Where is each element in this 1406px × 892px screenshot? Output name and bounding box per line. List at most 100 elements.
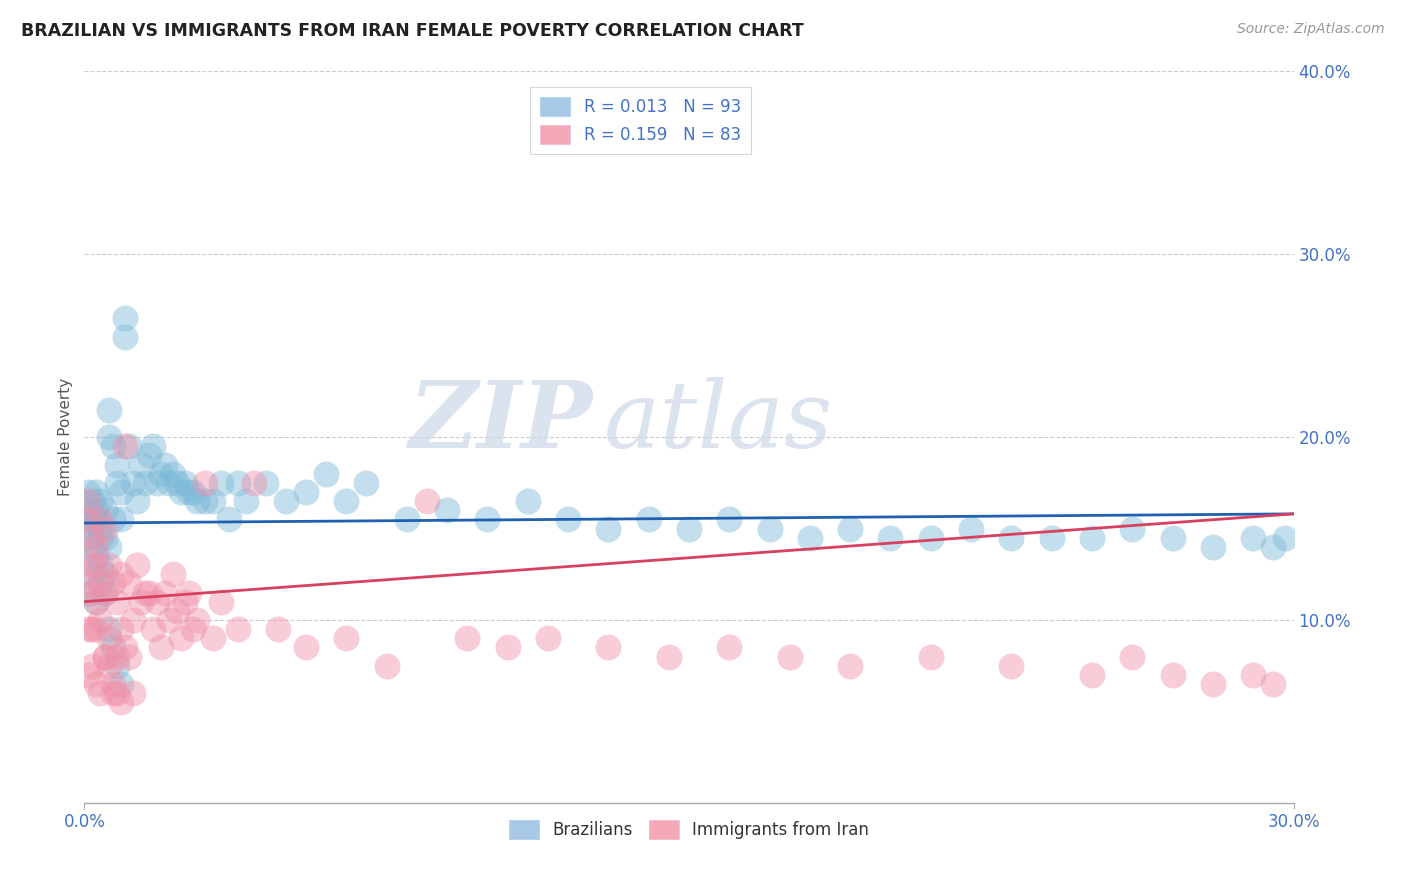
Point	[101, 576, 124, 591]
Point	[105, 658, 128, 673]
Point	[77, 531, 100, 545]
Text: atlas: atlas	[605, 377, 834, 467]
Point	[86, 540, 108, 554]
Point	[1202, 540, 1225, 554]
Point	[77, 576, 100, 591]
Point	[82, 540, 104, 554]
Point	[97, 558, 120, 573]
Point	[114, 311, 136, 326]
Point	[138, 585, 160, 599]
Point	[89, 521, 111, 535]
Point	[1081, 667, 1104, 681]
Point	[142, 439, 165, 453]
Point	[1121, 649, 1143, 664]
Point	[97, 632, 120, 646]
Point	[149, 640, 172, 655]
Point	[209, 594, 232, 608]
Point	[779, 649, 801, 664]
Point	[375, 658, 398, 673]
Point	[138, 448, 160, 462]
Point	[97, 430, 120, 444]
Point	[110, 512, 132, 526]
Point	[678, 521, 700, 535]
Point	[77, 503, 100, 517]
Point	[86, 594, 108, 608]
Point	[125, 558, 148, 573]
Text: Source: ZipAtlas.com: Source: ZipAtlas.com	[1237, 22, 1385, 37]
Point	[82, 521, 104, 535]
Point	[267, 622, 290, 636]
Point	[97, 402, 120, 417]
Point	[1000, 658, 1022, 673]
Point	[335, 632, 357, 646]
Point	[1263, 540, 1285, 554]
Point	[146, 594, 169, 608]
Point	[598, 640, 620, 655]
Point	[93, 531, 115, 545]
Point	[202, 632, 225, 646]
Point	[758, 521, 780, 535]
Point	[174, 475, 197, 490]
Point	[658, 649, 681, 664]
Point	[181, 485, 204, 500]
Point	[86, 512, 108, 526]
Point	[335, 494, 357, 508]
Point	[1241, 531, 1264, 545]
Point	[162, 567, 184, 582]
Point	[89, 512, 111, 526]
Point	[97, 622, 120, 636]
Point	[170, 632, 193, 646]
Point	[1161, 531, 1184, 545]
Point	[879, 531, 901, 545]
Point	[101, 512, 124, 526]
Point	[637, 512, 659, 526]
Point	[89, 613, 111, 627]
Point	[86, 622, 108, 636]
Point	[105, 458, 128, 472]
Point	[799, 531, 821, 545]
Point	[89, 531, 111, 545]
Point	[516, 494, 538, 508]
Point	[226, 622, 249, 636]
Point	[153, 585, 176, 599]
Point	[839, 521, 862, 535]
Point	[718, 512, 741, 526]
Point	[146, 475, 169, 490]
Point	[82, 658, 104, 673]
Point	[1000, 531, 1022, 545]
Point	[86, 558, 108, 573]
Point	[1274, 531, 1296, 545]
Point	[186, 613, 208, 627]
Point	[598, 521, 620, 535]
Point	[1081, 531, 1104, 545]
Point	[77, 585, 100, 599]
Point	[105, 649, 128, 664]
Point	[166, 604, 188, 618]
Point	[93, 521, 115, 535]
Point	[242, 475, 264, 490]
Point	[920, 649, 942, 664]
Point	[235, 494, 257, 508]
Point	[142, 622, 165, 636]
Point	[105, 594, 128, 608]
Point	[436, 503, 458, 517]
Point	[89, 558, 111, 573]
Point	[86, 677, 108, 691]
Point	[82, 558, 104, 573]
Point	[101, 677, 124, 691]
Point	[218, 512, 240, 526]
Point	[121, 475, 143, 490]
Point	[82, 622, 104, 636]
Point	[162, 467, 184, 481]
Point	[121, 613, 143, 627]
Point	[86, 512, 108, 526]
Text: BRAZILIAN VS IMMIGRANTS FROM IRAN FEMALE POVERTY CORRELATION CHART: BRAZILIAN VS IMMIGRANTS FROM IRAN FEMALE…	[21, 22, 804, 40]
Point	[82, 585, 104, 599]
Point	[89, 576, 111, 591]
Point	[101, 686, 124, 700]
Point	[157, 613, 180, 627]
Point	[118, 576, 141, 591]
Point	[93, 585, 115, 599]
Point	[114, 329, 136, 343]
Point	[920, 531, 942, 545]
